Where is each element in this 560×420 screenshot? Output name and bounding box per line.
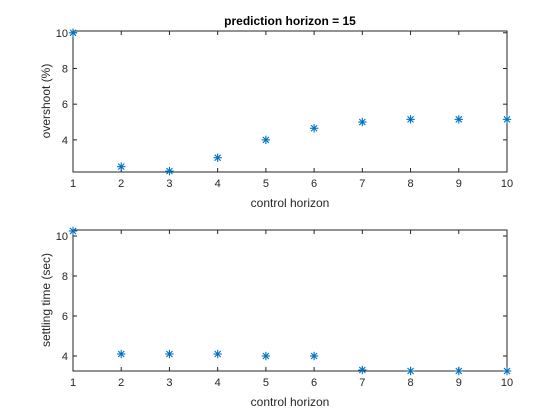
bottom-y-axis-label: settling time (sec) — [39, 253, 53, 347]
bottom-x-tick-label: 6 — [311, 377, 317, 389]
bottom-data-point — [261, 351, 271, 361]
bottom-y-tick-label: 4 — [62, 351, 68, 363]
top-x-axis-label: control horizon — [251, 196, 330, 210]
bottom-data-point — [165, 349, 174, 359]
bottom-data-point — [502, 366, 512, 376]
bottom-x-tick-label: 8 — [407, 377, 413, 389]
bottom-x-ticks: 1 2 3 4 5 6 7 8 9 10 — [70, 230, 513, 389]
top-data-point — [502, 115, 512, 124]
top-subplot: prediction horizon = 15 1 2 3 4 5 6 7 8 9 10 4681… — [39, 14, 513, 210]
top-chart-title: prediction horizon = 15 — [224, 14, 356, 28]
top-y-ticks: 4 6 8 10 — [56, 28, 507, 147]
top-y-tick-label: 8 — [62, 63, 68, 75]
bottom-axes-box — [72, 229, 508, 372]
top-x-tick-label: 2 — [118, 178, 124, 190]
top-data-point — [406, 115, 415, 124]
top-y-tick-label: 4 — [62, 135, 68, 147]
top-data-series — [68, 28, 512, 176]
bottom-x-tick-label: 3 — [166, 377, 172, 389]
top-x-tick-label: 8 — [407, 178, 413, 190]
bottom-subplot: 1 2 3 4 5 6 7 8 9 10 4 6 8 10 control horizon settli… — [39, 226, 513, 409]
bottom-y-tick-label: 10 — [56, 231, 68, 243]
top-y-tick-label: 10 — [56, 28, 68, 40]
bottom-y-ticks: 4 6 8 10 — [56, 231, 507, 363]
top-data-point — [309, 124, 319, 133]
top-y-axis-label: overshoot (%) — [39, 64, 53, 139]
top-axes-box — [72, 30, 508, 173]
bottom-data-point — [68, 226, 78, 236]
bottom-x-axis-label: control horizon — [251, 395, 330, 409]
top-x-tick-label: 3 — [166, 178, 172, 190]
top-y-tick-label: 6 — [62, 99, 68, 111]
top-data-point — [454, 115, 463, 124]
bottom-data-point — [213, 349, 222, 359]
bottom-data-point — [309, 351, 319, 361]
top-x-tick-label: 6 — [311, 178, 317, 190]
bottom-y-tick-label: 6 — [62, 311, 68, 323]
top-data-point — [261, 135, 271, 145]
bottom-x-tick-label: 9 — [456, 377, 462, 389]
bottom-data-point — [358, 365, 367, 375]
bottom-x-tick-label: 1 — [70, 377, 76, 389]
top-data-point — [68, 28, 78, 37]
top-x-tick-label: 5 — [263, 178, 269, 190]
top-x-tick-label: 1 — [70, 178, 76, 190]
bottom-data-point — [406, 366, 415, 376]
top-x-ticks: 1 2 3 4 5 6 7 8 9 10 — [70, 31, 513, 190]
top-data-point — [165, 166, 174, 176]
top-x-tick-label: 9 — [456, 178, 462, 190]
bottom-x-tick-label: 10 — [501, 377, 513, 389]
top-x-tick-label: 10 — [501, 178, 513, 190]
bottom-x-tick-label: 2 — [118, 377, 124, 389]
top-data-point — [358, 117, 367, 127]
bottom-y-tick-label: 8 — [62, 271, 68, 283]
top-data-point — [117, 162, 126, 171]
bottom-data-point — [117, 349, 126, 359]
bottom-x-tick-label: 4 — [215, 377, 221, 389]
top-x-tick-label: 4 — [215, 178, 221, 190]
bottom-x-tick-label: 7 — [359, 377, 365, 389]
bottom-x-tick-label: 5 — [263, 377, 269, 389]
top-x-tick-label: 7 — [359, 178, 365, 190]
bottom-data-point — [454, 366, 463, 376]
top-data-point — [213, 153, 222, 162]
bottom-data-series — [68, 226, 512, 376]
